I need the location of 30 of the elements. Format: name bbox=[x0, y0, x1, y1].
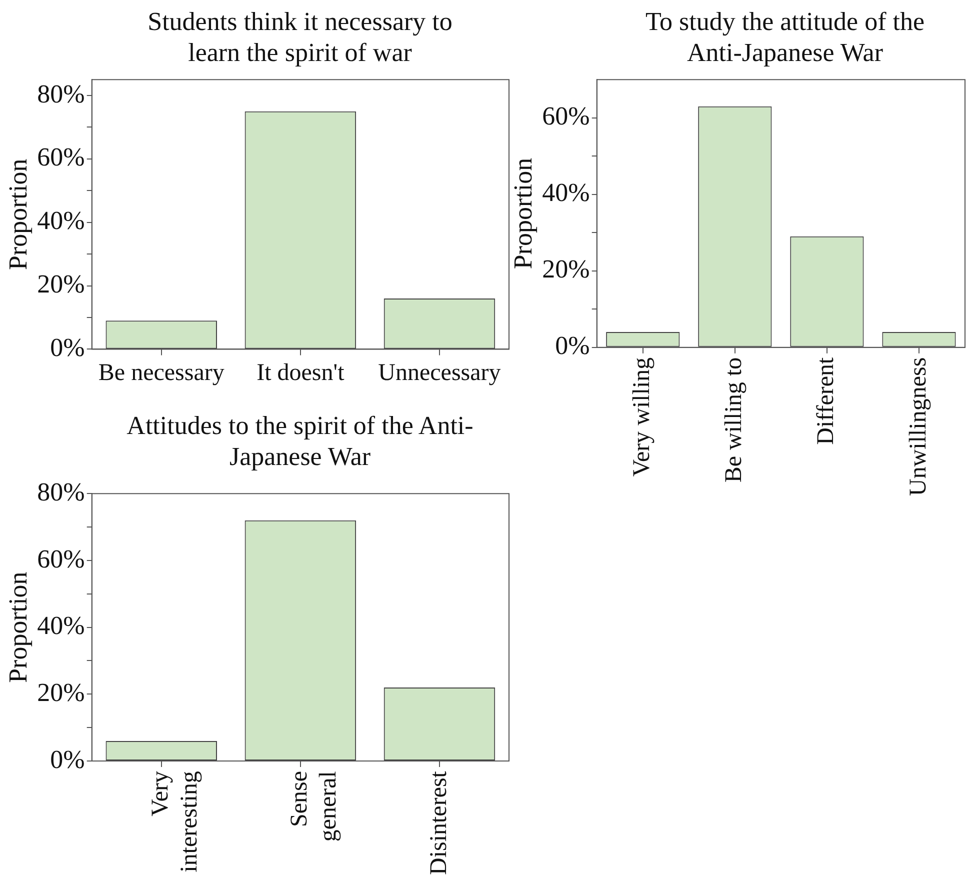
y-tick-label: 20% bbox=[37, 678, 85, 707]
y-tick-label: 40% bbox=[37, 611, 85, 640]
x-tick-label: Very interesting bbox=[148, 771, 202, 872]
y-tick-label: 0% bbox=[555, 331, 590, 360]
y-tick-label: 60% bbox=[542, 102, 590, 131]
chart-title: Students think it necessary to learn the spirit of war bbox=[146, 6, 454, 68]
x-tick-label: It doesn't bbox=[256, 360, 345, 386]
y-axis-title: Proportion bbox=[3, 572, 32, 683]
x-tick-label: Disinterest bbox=[426, 770, 452, 876]
y-axis-title: Proportion bbox=[3, 158, 32, 270]
x-tick-label: Unnecessary bbox=[378, 360, 501, 386]
x-tick-label: Be willing to bbox=[721, 357, 748, 483]
y-tick-label: 60% bbox=[37, 142, 85, 172]
x-tick-label: Different bbox=[813, 357, 840, 445]
y-tick-label: 0% bbox=[50, 744, 85, 774]
y-tick-label: 40% bbox=[542, 178, 590, 208]
y-tick-label: 60% bbox=[37, 544, 85, 574]
y-tick-label: 40% bbox=[37, 206, 85, 236]
x-tick-label: Very willing bbox=[629, 357, 656, 477]
x-tick-label: Sense general bbox=[286, 770, 342, 842]
x-tick-label: Unwillingness bbox=[905, 357, 932, 496]
y-tick-label: 0% bbox=[50, 333, 85, 362]
y-tick-label: 80% bbox=[37, 477, 85, 506]
chart-title: Attitudes to the spirit of the Anti-Japanese War bbox=[126, 410, 474, 472]
chart-title: To study the attitude of the Anti-Japanese War bbox=[644, 6, 926, 68]
y-tick-label: 80% bbox=[37, 79, 85, 108]
y-tick-label: 20% bbox=[37, 270, 85, 299]
y-tick-label: 20% bbox=[542, 254, 590, 284]
x-tick-label: Be necessary bbox=[98, 360, 224, 386]
y-axis-title: Proportion bbox=[508, 158, 538, 270]
